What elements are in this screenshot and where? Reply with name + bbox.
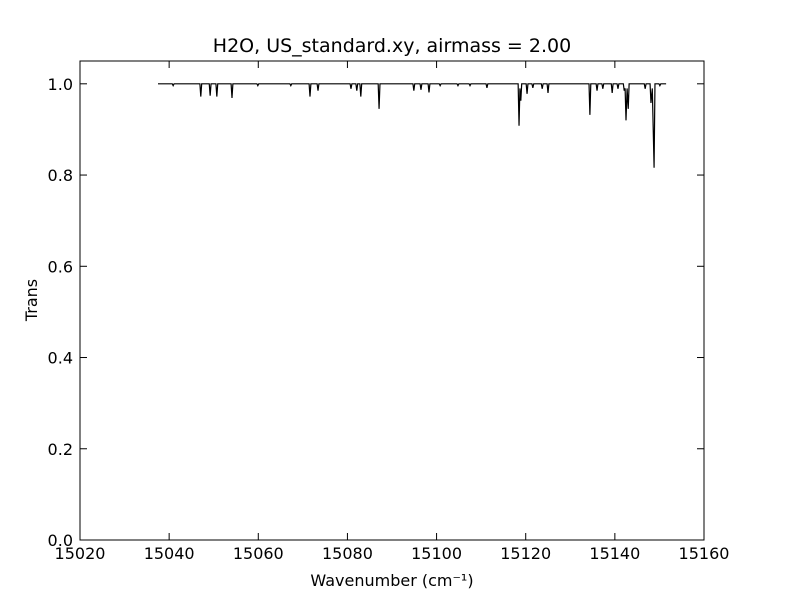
x-tick-label: 15060 [233,544,284,563]
x-tick-label: 15120 [500,544,551,563]
plot-frame [79,60,705,541]
x-tick-label: 15160 [679,544,730,563]
y-tick-label: 0.4 [48,349,73,368]
y-tick-label: 0.8 [48,166,73,185]
y-tick-label: 0.2 [48,440,73,459]
chart-title: H2O, US_standard.xy, airmass = 2.00 [213,35,571,57]
x-tick-label: 15100 [411,544,462,563]
x-tick-label: 15040 [144,544,195,563]
spectrum-line [158,83,667,168]
x-tick-label: 15020 [55,544,106,563]
y-tick-label: 0.6 [48,257,73,276]
y-tick-label: 0.0 [48,531,73,550]
y-tick-label: 1.0 [48,75,73,94]
x-tick-label: 15140 [589,544,640,563]
x-axis-label: Wavenumber (cm⁻¹) [310,571,473,590]
x-tick-label: 15080 [322,544,373,563]
y-axis-label: Trans [22,279,41,322]
